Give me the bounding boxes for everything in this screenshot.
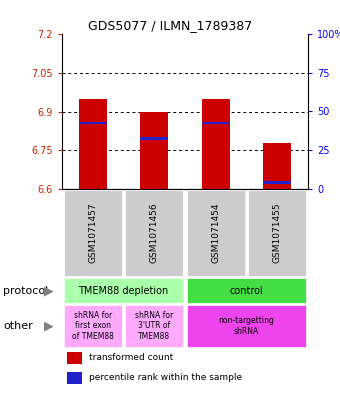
Text: control: control	[230, 285, 264, 296]
Text: ▶: ▶	[44, 284, 53, 297]
Text: percentile rank within the sample: percentile rank within the sample	[89, 373, 242, 382]
Bar	[67, 352, 82, 364]
Text: protocol: protocol	[3, 285, 49, 296]
Bar	[140, 112, 168, 189]
Bar	[125, 190, 183, 276]
Bar	[64, 305, 121, 347]
Bar	[264, 143, 291, 189]
Text: shRNA for
first exon
of TMEM88: shRNA for first exon of TMEM88	[72, 311, 114, 341]
Text: TMEM88 depletion: TMEM88 depletion	[79, 285, 169, 296]
Bar	[187, 190, 244, 276]
Bar	[67, 372, 82, 384]
Text: GSM1071454: GSM1071454	[211, 203, 220, 263]
Text: GSM1071456: GSM1071456	[150, 203, 159, 263]
Bar	[202, 122, 230, 125]
Text: GSM1071455: GSM1071455	[273, 203, 282, 263]
Bar	[202, 99, 230, 189]
Bar	[64, 278, 183, 303]
Text: shRNA for
3'UTR of
TMEM88: shRNA for 3'UTR of TMEM88	[135, 311, 173, 341]
Bar	[187, 305, 306, 347]
Bar	[125, 305, 183, 347]
Bar	[79, 122, 106, 125]
Bar	[64, 190, 121, 276]
Bar	[79, 99, 106, 189]
Bar	[140, 137, 168, 140]
Text: transformed count: transformed count	[89, 353, 173, 362]
Text: GSM1071457: GSM1071457	[88, 203, 97, 263]
Bar	[187, 278, 306, 303]
Text: ▶: ▶	[44, 320, 53, 332]
Text: other: other	[3, 321, 33, 331]
Text: non-targetting
shRNA: non-targetting shRNA	[219, 316, 274, 336]
Bar	[264, 181, 291, 184]
Text: GDS5077 / ILMN_1789387: GDS5077 / ILMN_1789387	[88, 19, 252, 32]
Bar	[249, 190, 306, 276]
